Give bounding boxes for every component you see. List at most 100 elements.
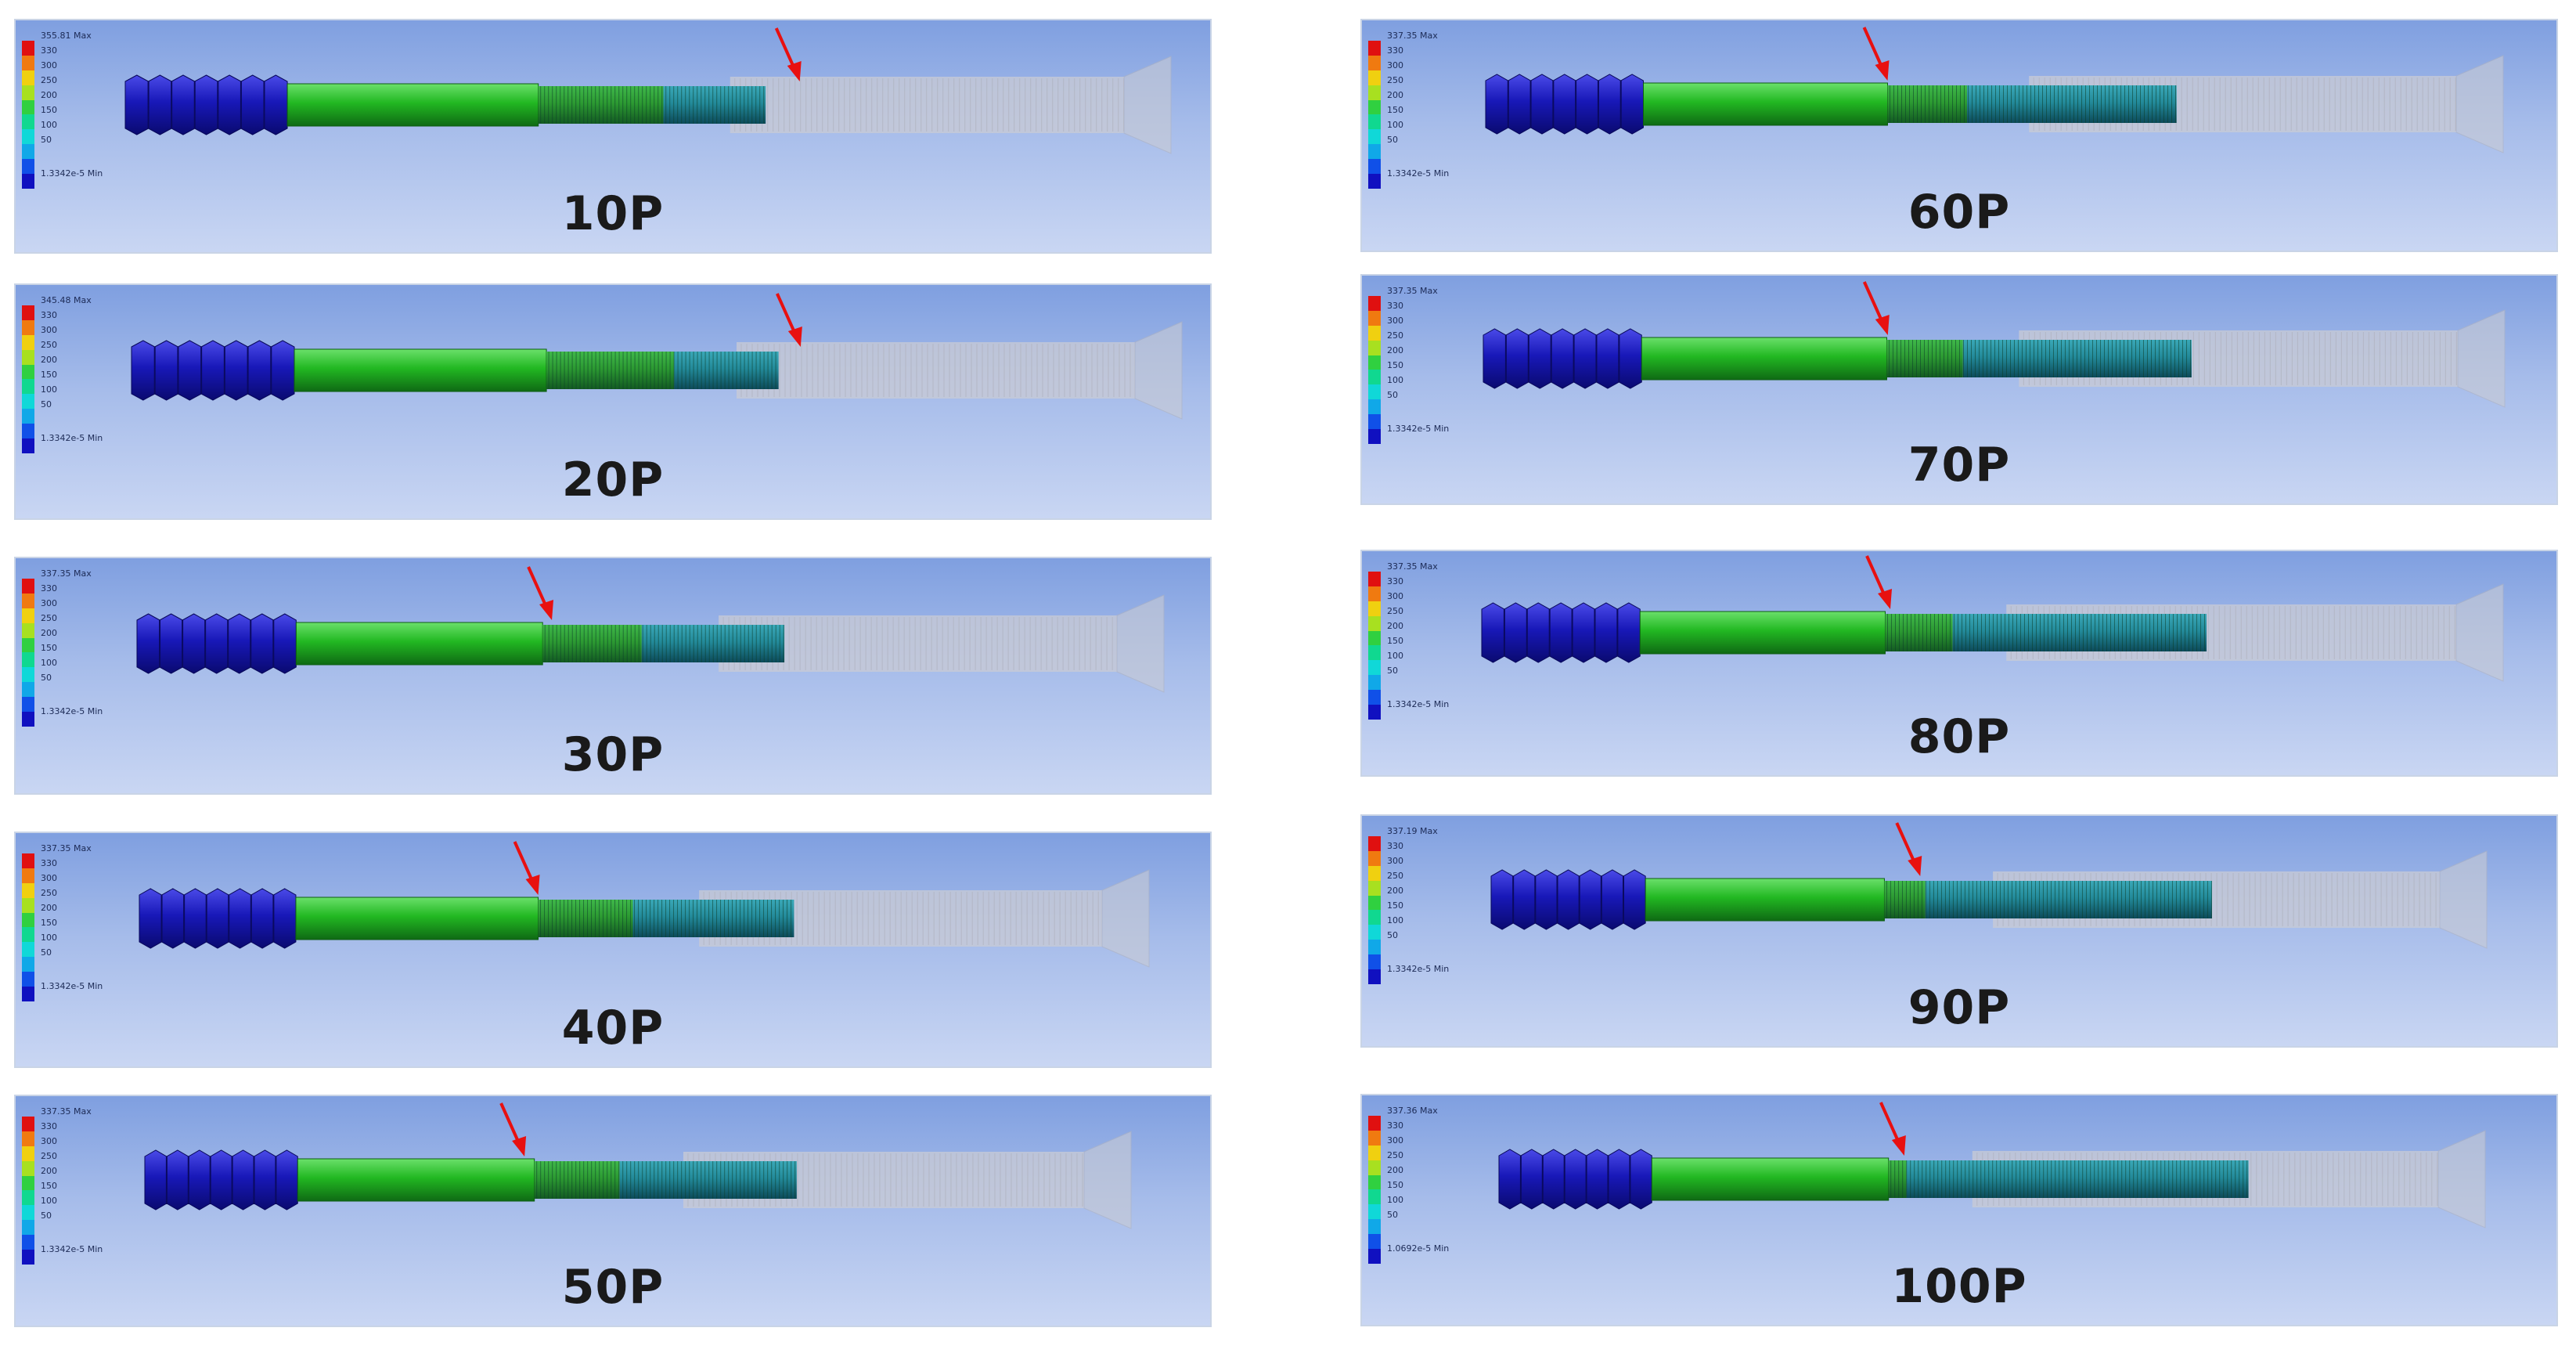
legend-swatch [22,41,34,56]
legend-swatch [1368,99,1381,115]
anchor-head [124,74,288,135]
threaded-section [546,352,779,389]
legend-tick: 250 [1387,1150,1403,1160]
bolt-model [1498,1102,2486,1229]
legend-swatch [1368,572,1381,586]
legend-tick: 100 [41,933,57,943]
legend-min: 1.3342e-5 Min [41,1244,103,1254]
legend-tick: 150 [41,643,57,653]
shank [286,83,539,127]
max-stress-arrow [774,27,802,81]
result-panel-30p: 337.35 Max 330 300 250 200 150 100 50 1.3342e-5 … [14,557,1212,795]
legend-min: 1.3342e-5 Min [41,433,103,443]
legend-swatch [22,114,34,130]
threaded-section [534,1161,797,1199]
legend-swatch [1368,660,1381,676]
max-stress-arrow [776,293,802,347]
result-panel-50p: 337.35 Max 330 300 250 200 150 100 50 1.3342e-5 … [14,1095,1212,1327]
legend-color-bar [22,305,34,453]
shank [297,1158,535,1202]
legend-max: 337.36 Max [1387,1106,1438,1116]
legend-color-bar [1368,836,1381,984]
legend-swatch [1368,954,1381,970]
legend-swatch [22,1235,34,1250]
legend-swatch [1368,114,1381,130]
anchor-head [1490,869,1646,930]
legend-swatch [22,942,34,958]
legend-swatch [22,1250,34,1265]
legend-tick: 330 [1387,841,1403,851]
shank [295,897,539,940]
legend-tick: 250 [1387,606,1403,616]
legend-swatch [22,349,34,365]
legend-max: 337.19 Max [1387,826,1438,836]
legend-swatch [1368,1145,1381,1160]
legend-tick: 150 [41,918,57,928]
shank [294,348,547,392]
shank [1641,337,1887,381]
legend-max: 337.35 Max [41,843,92,853]
legend-color-bar [1368,1116,1381,1264]
legend-tick: 300 [41,598,57,608]
legend-swatch [22,424,34,439]
legend-color-bar [22,41,34,189]
legend-swatch [22,897,34,913]
legend-tick: 100 [41,658,57,668]
legend-tick: 200 [41,903,57,913]
legend-tick: 330 [41,858,57,868]
result-panel-40p: 337.35 Max 330 300 250 200 150 100 50 1.3342e-5 … [14,832,1212,1068]
legend-tick: 300 [1387,316,1403,326]
legend-tick: 200 [1387,1165,1403,1175]
legend-tick: 50 [41,399,52,410]
legend-swatch [1368,1204,1381,1220]
legend-swatch [22,379,34,395]
legend-tick: 50 [41,673,52,683]
legend-tick: 300 [1387,591,1403,601]
legend-swatch [1368,601,1381,616]
legend-swatch [22,652,34,668]
result-panel-60p: 337.35 Max 330 300 250 200 150 100 50 1.3342e-5 … [1360,19,2558,252]
threaded-section [1886,340,2192,377]
legend-min: 1.3342e-5 Min [41,981,103,991]
legend-swatch [22,438,34,453]
result-panel-10p: 355.81 Max 330 300 250 200 150 100 50 1.3342e-5 … [14,19,1212,254]
legend-swatch [1368,399,1381,415]
legend-min: 1.0692e-5 Min [1387,1243,1450,1254]
legend-swatch [1368,705,1381,720]
legend-tick: 100 [1387,1195,1403,1205]
legend-swatch [1368,174,1381,189]
legend-min: 1.3342e-5 Min [1387,699,1450,709]
legend-swatch [22,159,34,175]
legend-tick: 300 [1387,1135,1403,1146]
legend-tick: 100 [1387,375,1403,385]
anchor-head [131,340,295,401]
legend-swatch [22,1160,34,1176]
max-stress-arrow [1895,822,1922,876]
legend-tick: 150 [1387,360,1403,370]
legend-tick: 200 [41,355,57,365]
legend-tick: 150 [41,1181,57,1191]
bolt-model [144,1102,1132,1229]
threaded-section [1888,1160,2249,1198]
legend-swatch [22,99,34,115]
legend-swatch [1368,144,1381,160]
bolt-model [124,27,1172,154]
legend-tick: 250 [41,75,57,85]
legend-tick: 300 [41,1136,57,1146]
legend-swatch [22,593,34,608]
shank [1651,1157,1890,1201]
legend-swatch [1368,645,1381,661]
legend-max: 337.35 Max [1387,286,1438,296]
legend-tick: 50 [1387,1210,1398,1220]
legend-swatch [22,957,34,972]
legend-color-bar [1368,41,1381,189]
result-panel-100p: 337.36 Max 330 300 250 200 150 100 50 1.0692e-5 … [1360,1094,2558,1326]
legend-tick: 50 [41,1210,52,1221]
legend-tick: 100 [41,1196,57,1206]
anchor-head [139,888,297,949]
anchor-head [1485,74,1644,135]
legend-swatch [1368,310,1381,326]
max-stress-arrow [1879,1102,1906,1156]
anchor-head [144,1149,298,1210]
legend-swatch [22,1117,34,1131]
